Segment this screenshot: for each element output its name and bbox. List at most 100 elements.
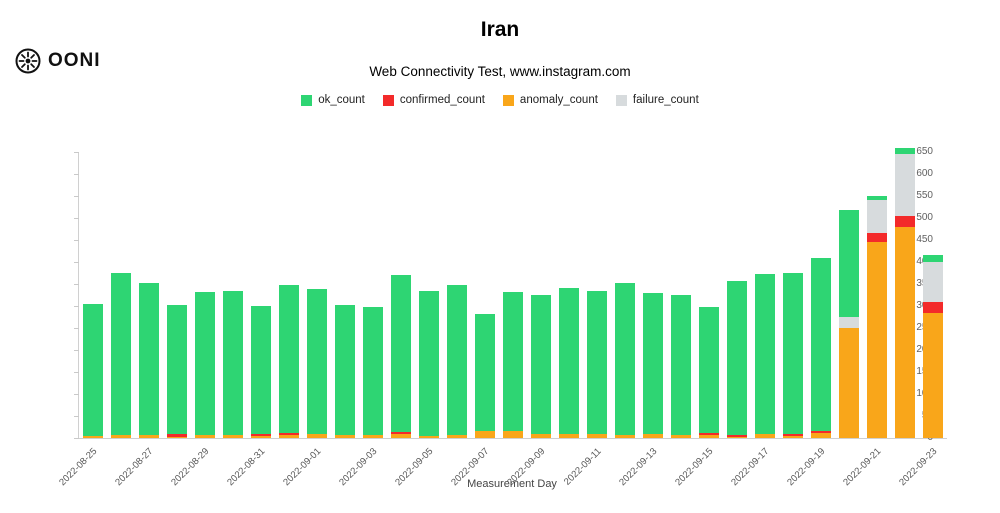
bar-segment-anomaly_count [195, 435, 215, 438]
bar-2022-08-27[interactable] [139, 283, 159, 438]
bar-segment-anomaly_count [335, 434, 355, 438]
bar-segment-anomaly_count [111, 435, 131, 438]
bar-segment-anomaly_count [279, 435, 299, 438]
bar-segment-ok_count [615, 283, 635, 435]
bar-segment-ok_count [531, 295, 551, 434]
y-tick-mark [74, 196, 79, 197]
bar-day-1[interactable] [111, 272, 131, 438]
bar-segment-confirmed_count [867, 233, 887, 243]
bar-2022-09-23[interactable] [923, 255, 943, 438]
bar-segment-ok_count [839, 210, 859, 317]
bar-2022-09-19[interactable] [811, 257, 831, 438]
x-axis-title: Measurement Day [467, 478, 557, 490]
bar-day-5[interactable] [223, 290, 243, 438]
bar-day-21[interactable] [671, 295, 691, 438]
bar-2022-09-21[interactable] [867, 196, 887, 438]
bar-segment-anomaly_count [139, 434, 159, 438]
bar-2022-09-17[interactable] [755, 273, 775, 438]
y-tick-mark [74, 306, 79, 307]
bar-segment-anomaly_count [363, 434, 383, 438]
bar-segment-confirmed_count [391, 432, 411, 435]
bar-day-25[interactable] [783, 273, 803, 438]
bar-2022-09-13[interactable] [643, 292, 663, 438]
bar-day-3[interactable] [167, 305, 187, 438]
bar-segment-ok_count [167, 305, 187, 434]
bar-segment-ok_count [279, 284, 299, 434]
bar-2022-09-15[interactable] [699, 307, 719, 438]
y-tick-mark [74, 174, 79, 175]
bar-segment-anomaly_count [223, 434, 243, 438]
legend-item-failure_count[interactable]: failure_count [615, 94, 699, 106]
y-tick-mark [74, 416, 79, 417]
legend-swatch-icon [382, 94, 394, 106]
bar-segment-ok_count [307, 288, 327, 435]
bar-2022-09-01[interactable] [307, 288, 327, 438]
bar-segment-anomaly_count [811, 432, 831, 438]
bar-segment-ok_count [195, 292, 215, 436]
y-tick-mark [74, 240, 79, 241]
bar-day-27[interactable] [839, 210, 859, 438]
legend-item-ok_count[interactable]: ok_count [301, 94, 365, 106]
bar-day-23[interactable] [727, 280, 747, 438]
bar-segment-ok_count [895, 147, 915, 155]
bar-segment-ok_count [363, 307, 383, 435]
bar-segment-anomaly_count [839, 328, 859, 438]
ooni-logo: OONI [14, 47, 101, 75]
bar-day-7[interactable] [279, 284, 299, 438]
bar-segment-anomaly_count [531, 433, 551, 438]
ooni-logo-text: OONI [48, 50, 101, 71]
y-tick-label: 600 [916, 168, 933, 179]
bar-segment-ok_count [223, 290, 243, 435]
bar-2022-08-31[interactable] [251, 306, 271, 438]
bar-segment-confirmed_count [783, 433, 803, 437]
y-tick-mark [74, 218, 79, 219]
y-tick-mark [74, 328, 79, 329]
bar-segment-ok_count [783, 273, 803, 434]
bar-day-11[interactable] [391, 274, 411, 438]
y-tick-mark [74, 438, 79, 439]
bar-day-29[interactable] [895, 147, 915, 438]
bar-segment-anomaly_count [391, 434, 411, 438]
bar-segment-anomaly_count [251, 435, 271, 438]
bar-2022-09-07[interactable] [475, 313, 495, 438]
bar-segment-failure_count [923, 262, 943, 302]
bar-segment-anomaly_count [307, 434, 327, 438]
bar-segment-confirmed_count [895, 215, 915, 227]
plot-area: 050100150200250300350400450500550600650 [74, 146, 947, 443]
bar-2022-08-25[interactable] [83, 303, 103, 438]
bar-segment-failure_count [867, 200, 887, 234]
legend-item-anomaly_count[interactable]: anomaly_count [502, 94, 598, 106]
bar-segment-anomaly_count [447, 434, 467, 438]
legend-swatch-icon [301, 94, 313, 106]
legend-label: ok_count [318, 94, 365, 106]
legend-swatch-icon [615, 94, 627, 106]
bar-day-9[interactable] [335, 305, 355, 438]
bar-2022-09-03[interactable] [363, 307, 383, 438]
bar-2022-09-05[interactable] [419, 290, 439, 438]
y-tick-mark [74, 350, 79, 351]
y-tick-label: 450 [916, 234, 933, 245]
bar-segment-ok_count [251, 306, 271, 435]
bar-2022-09-09[interactable] [531, 295, 551, 438]
bar-segment-anomaly_count [699, 434, 719, 438]
bar-segment-confirmed_count [811, 431, 831, 433]
bar-day-15[interactable] [503, 291, 523, 438]
bar-segment-ok_count [447, 284, 467, 435]
bar-day-19[interactable] [615, 283, 635, 438]
y-tick-label: 500 [916, 212, 933, 223]
bar-2022-08-29[interactable] [195, 292, 215, 438]
bar-segment-ok_count [475, 313, 495, 432]
y-tick-mark [74, 284, 79, 285]
bar-segment-confirmed_count [923, 301, 943, 313]
bar-day-17[interactable] [559, 288, 579, 438]
bar-segment-confirmed_count [167, 433, 187, 438]
legend-swatch-icon [502, 94, 514, 106]
legend-label: anomaly_count [519, 94, 598, 106]
legend-item-confirmed_count[interactable]: confirmed_count [382, 94, 485, 106]
bar-day-13[interactable] [447, 284, 467, 438]
bar-segment-failure_count [895, 154, 915, 216]
bar-segment-ok_count [587, 290, 607, 435]
y-tick-mark [74, 152, 79, 153]
bar-2022-09-11[interactable] [587, 290, 607, 438]
